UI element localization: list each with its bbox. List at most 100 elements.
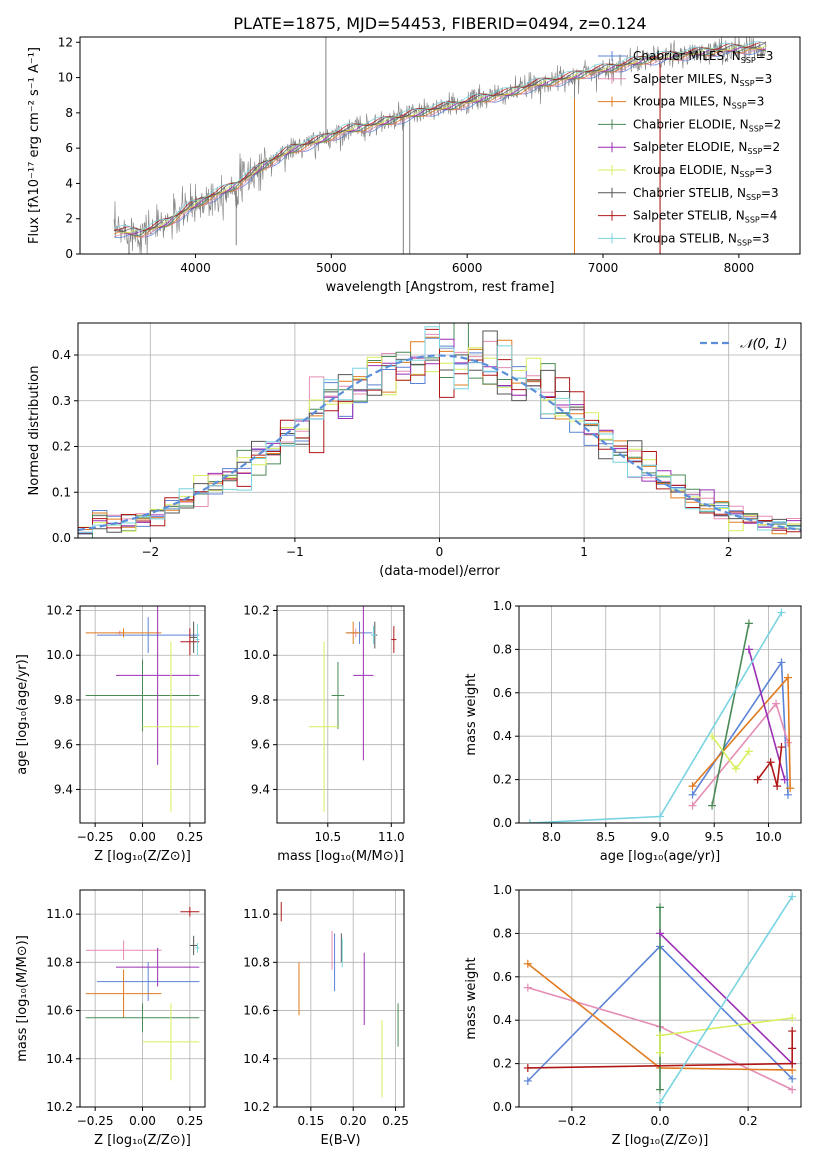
y-tick-label: 10.2 <box>46 1100 73 1114</box>
y-tick-label: 0.1 <box>52 485 71 499</box>
legend-entry: Salpeter MILES, NSSP=3 <box>633 72 772 88</box>
y-tick-label: 0.3 <box>52 394 71 408</box>
weight-marker-chabrier_miles <box>688 790 697 799</box>
model-line-chabrier_stelib <box>113 43 767 232</box>
figure-title: PLATE=1875, MJD=54453, FIBERID=0494, z=0… <box>233 14 646 33</box>
x-tick-label: 2 <box>725 545 733 559</box>
weight-marker-salpeter_miles <box>772 699 781 708</box>
model-line-kroupa_stelib <box>113 41 767 232</box>
axes-frame <box>276 889 405 1108</box>
x-tick-label: 0.00 <box>129 830 156 844</box>
legend-entry: Chabrier ELODIE, NSSP=2 <box>633 117 781 133</box>
x-tick-label: 0.15 <box>298 1114 325 1128</box>
x-axis-label: Z [log₁₀(Z/Z⊙)] <box>94 849 191 864</box>
y-tick-label: 11.0 <box>46 907 73 921</box>
y-tick-label: 0.4 <box>493 729 512 743</box>
x-tick-label: 1 <box>580 545 588 559</box>
x-tick-label: 8.0 <box>542 830 561 844</box>
axes-frame <box>276 605 405 824</box>
weight-marker-salpeter_stelib <box>777 743 786 752</box>
y-axis-label: Normed distribution <box>27 366 42 496</box>
weight-marker-salpeter_stelib <box>753 775 762 784</box>
x-tick-label: 0.00 <box>129 1114 156 1128</box>
legend-entry: Kroupa MILES, NSSP=3 <box>633 95 764 111</box>
weight-marker-salpeter_stelib <box>788 1059 797 1068</box>
panel-mass_vs_z: −0.25 0.00 0.25 10.2 10.4 10.6 10.8 11.0 Z [log₁… <box>15 889 206 1148</box>
y-axis-label: Flux [fλ10⁻¹⁷ erg cm⁻² s⁻¹ A⁻¹] <box>27 47 42 244</box>
plot-area <box>280 902 399 1098</box>
weight-marker-kroupa_stelib <box>656 1098 664 1107</box>
y-tick-label: 9.8 <box>54 693 73 707</box>
y-tick-label: 10.8 <box>243 955 270 969</box>
axes-frame <box>79 36 801 255</box>
x-axis-label: E(B-V) <box>320 1133 360 1148</box>
panel-weight_vs_age: 8.0 8.5 9.0 9.5 10.0 0.0 0.2 0.4 0.6 0.8 1.0 age [l… <box>464 599 802 864</box>
x-axis-label: Z [log₁₀(Z/Z⊙)] <box>612 1133 709 1148</box>
weight-marker-kroupa_stelib <box>525 819 534 823</box>
weight-marker-salpeter_miles <box>688 801 697 810</box>
weight-line-salpeter_stelib <box>756 746 783 787</box>
x-tick-label: 0.25 <box>176 830 203 844</box>
panel-spectrum: 4000 5000 6000 7000 8000 0 2 4 6 8 10 12 wavelength … <box>27 35 801 295</box>
panel-mass_vs_ebv: 0.15 0.20 0.25 10.2 10.4 10.6 10.8 11.0 E(B-V) <box>243 889 409 1148</box>
plot-area <box>113 37 767 254</box>
weight-marker-salpeter_stelib <box>523 1063 532 1072</box>
x-tick-label: 4000 <box>180 261 211 275</box>
y-tick-label: 0.2 <box>493 773 512 787</box>
legend-entry: Chabrier MILES, NSSP=3 <box>633 49 773 65</box>
weight-marker-kroupa_miles <box>786 784 795 793</box>
weight-marker-salpeter_stelib <box>773 782 782 791</box>
x-tick-label: 9.0 <box>650 830 669 844</box>
y-tick-label: 1.0 <box>493 883 512 897</box>
y-tick-label: 9.4 <box>251 782 270 796</box>
y-tick-label: 9.4 <box>54 782 73 796</box>
axes-frame <box>79 605 206 824</box>
legend-entry: Salpeter STELIB, NSSP=4 <box>633 209 777 225</box>
panel-weight_vs_z: −0.2 0.0 0.2 0.0 0.2 0.4 0.6 0.8 1.0 Z [log₁₀(Z/Z… <box>464 883 802 1148</box>
y-tick-label: 10.4 <box>46 1052 73 1066</box>
x-tick-label: −0.25 <box>77 830 114 844</box>
y-tick-label: 10.8 <box>46 955 73 969</box>
x-tick-label: 6000 <box>452 261 483 275</box>
y-tick-label: 10.4 <box>243 1052 270 1066</box>
x-tick-label: 0.25 <box>382 1114 409 1128</box>
weight-marker-kroupa_stelib <box>656 812 664 821</box>
weight-marker-kroupa_miles <box>523 959 532 968</box>
x-tick-label: 0.2 <box>739 1114 758 1128</box>
weight-marker-kroupa_elodie <box>708 732 717 741</box>
y-tick-label: 10 <box>58 71 73 85</box>
y-tick-label: 0.8 <box>493 926 512 940</box>
legend-entry: Chabrier STELIB, NSSP=3 <box>633 186 779 202</box>
weight-marker-chabrier_elodie <box>656 1085 664 1094</box>
weight-marker-kroupa_elodie <box>788 1014 797 1023</box>
weight-line-kroupa_elodie <box>711 735 750 771</box>
weight-marker-chabrier_elodie <box>744 619 753 628</box>
y-tick-label: 10.0 <box>46 648 73 662</box>
weight-marker-chabrier_miles <box>783 790 792 799</box>
weight-marker-kroupa_stelib <box>788 892 797 901</box>
plot-area <box>78 323 801 538</box>
x-tick-label: 0.0 <box>650 1114 669 1128</box>
x-tick-label: 11.0 <box>378 830 405 844</box>
axes-frame <box>518 889 802 1108</box>
y-tick-label: 0.6 <box>493 686 512 700</box>
legend-entry: 𝒩(0, 1) <box>740 337 787 352</box>
y-tick-label: 0.2 <box>493 1057 512 1071</box>
y-tick-label: 8 <box>65 106 73 120</box>
x-tick-label: 0.25 <box>176 1114 203 1128</box>
x-tick-label: −2 <box>141 545 159 559</box>
model-line-kroupa_elodie <box>113 45 767 234</box>
weight-marker-kroupa_elodie <box>744 747 753 756</box>
y-tick-label: 0.6 <box>493 970 512 984</box>
x-tick-label: −0.2 <box>557 1114 586 1128</box>
weight-marker-chabrier_miles <box>788 1074 797 1083</box>
plot-area <box>308 606 397 812</box>
y-tick-label: 0.8 <box>493 642 512 656</box>
weight-marker-chabrier_elodie <box>708 801 717 810</box>
axes-frame <box>77 322 802 539</box>
x-tick-label: 9.5 <box>705 830 724 844</box>
weight-marker-salpeter_miles <box>523 983 532 992</box>
y-tick-label: 10.2 <box>46 603 73 617</box>
weight-marker-chabrier_elodie <box>656 903 664 912</box>
x-axis-label: mass [log₁₀(M/M⊙)] <box>277 849 404 864</box>
